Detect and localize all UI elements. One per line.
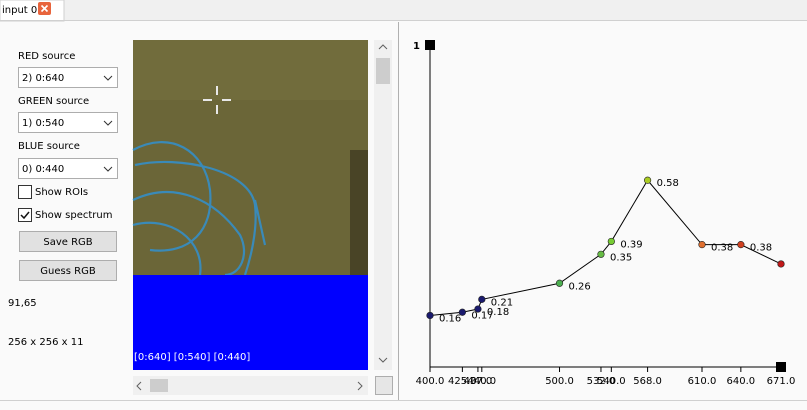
- dropdown[interactable]: [18, 158, 118, 179]
- data-point: [698, 241, 706, 249]
- scroll-thumb[interactable]: [150, 379, 168, 392]
- data-point: [777, 260, 785, 268]
- data-point: [474, 305, 482, 313]
- dropdown[interactable]: [18, 67, 118, 88]
- data-label: 0.38: [750, 243, 772, 254]
- x-tick-label: 425.0: [448, 376, 477, 387]
- data-label: 0.38: [711, 243, 733, 254]
- close-icon: [40, 4, 49, 13]
- tab-bar: [0, 0, 807, 20]
- x-tick-label: 500.0: [545, 376, 574, 387]
- dropdown-arrow: [103, 166, 113, 172]
- y-tick: [425, 40, 435, 50]
- checkbox-label: Show ROIs: [35, 187, 88, 198]
- checkbox[interactable]: [18, 208, 32, 222]
- image-dimensions: 256 x 256 x 11: [8, 337, 83, 348]
- label: RED source: [18, 51, 75, 62]
- y-tick-label: 1: [413, 41, 420, 52]
- x-tick-label: 671.0: [767, 376, 796, 387]
- x-tick-label: 437.0: [464, 376, 493, 387]
- dropdown-arrow: [103, 120, 113, 126]
- horizontal-scrollbar[interactable]: [133, 376, 368, 395]
- data-point: [607, 237, 615, 246]
- label: BLUE source: [18, 141, 80, 152]
- data-point: [478, 295, 486, 303]
- x-tick-label: 568.0: [633, 376, 662, 387]
- data-point: [426, 311, 434, 320]
- image-view: [0:640] [0:540] [0:440]: [132, 40, 393, 395]
- data-label: 0.26: [569, 281, 591, 292]
- data-label: 0.18: [487, 307, 509, 318]
- data-label: 0.21: [491, 297, 513, 308]
- scroll-corner: [375, 376, 393, 395]
- label: GREEN source: [18, 96, 89, 107]
- x-tick-label: 610.0: [688, 376, 717, 387]
- x-tick-label: 400.0: [416, 376, 445, 387]
- data-label: 0.58: [657, 178, 679, 189]
- blue-region: [133, 275, 368, 370]
- button-label: Guess RGB: [40, 266, 96, 277]
- image-overlay-text: [0:640] [0:540] [0:440]: [134, 352, 250, 363]
- data-point: [597, 250, 605, 258]
- scroll-arrows: [136, 381, 363, 391]
- cursor-position: 91,65: [8, 298, 37, 309]
- data-point: [643, 176, 652, 184]
- scroll-arrows: [378, 44, 388, 363]
- x-tick-label: 532.0: [587, 376, 616, 387]
- data-point: [555, 279, 564, 287]
- dropdown-arrow: [103, 75, 113, 81]
- dropdown-value: 1) 0:540: [22, 118, 64, 129]
- dropdown-value: 0) 0:440: [22, 164, 64, 175]
- data-point: [737, 241, 745, 249]
- control-panel: RED source 2) 0:640 GREEN source 1) 0:54…: [8, 51, 118, 348]
- x-tick-label: 440.0: [467, 376, 496, 387]
- data-label: 0.16: [439, 313, 461, 324]
- dropdown-value: 2) 0:640: [22, 73, 64, 84]
- vertical-scrollbar[interactable]: [374, 40, 392, 370]
- photo-shade: [133, 40, 368, 100]
- x-tick-label: 640.0: [727, 376, 756, 387]
- button[interactable]: [19, 231, 117, 252]
- checkmark: [20, 211, 30, 220]
- photo-shadow: [350, 150, 368, 275]
- crosshair: [203, 86, 231, 114]
- data-label: 0.17: [471, 310, 493, 321]
- data-label: 0.35: [610, 252, 632, 263]
- checkbox-label: Show spectrum: [35, 210, 112, 221]
- checkbox-group: Show ROIs Show spectrum: [18, 185, 112, 222]
- button[interactable]: [19, 260, 117, 281]
- x-tick-label: 540.0: [597, 376, 626, 387]
- data-point: [458, 308, 466, 316]
- checkbox[interactable]: [18, 185, 32, 199]
- data-label: 0.39: [620, 239, 642, 250]
- scroll-thumb[interactable]: [376, 58, 390, 84]
- cable: [132, 141, 267, 277]
- dropdown[interactable]: [18, 112, 118, 133]
- tab-title: input 0: [2, 5, 37, 16]
- button-label: Save RGB: [43, 237, 92, 248]
